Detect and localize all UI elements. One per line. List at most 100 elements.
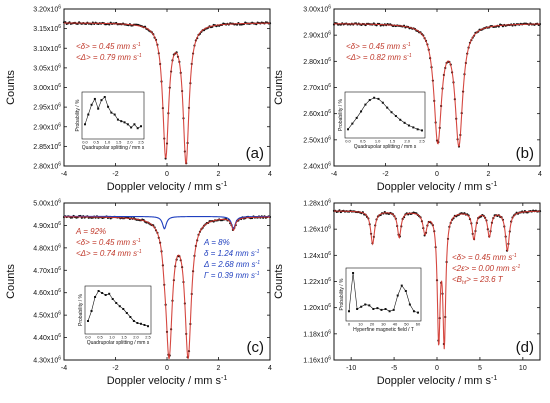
inset-point [97,290,100,292]
inset-point [399,118,402,121]
inset-point [136,322,139,324]
panel-label: (a) [246,145,264,162]
inset-point [355,116,358,119]
inset-point [126,123,129,126]
inset-point [120,120,123,123]
y-tick-label: 2.85x106 [33,142,61,151]
inset-point [412,126,415,129]
inset-point [364,303,367,306]
x-tick-label: 0 [435,171,439,178]
y-tick-label: 3.05x106 [33,63,61,72]
inset-point [100,99,103,102]
y-tick-label: 5.00x106 [33,199,61,208]
inset-frame [81,91,145,140]
inset-point [133,123,136,126]
inset-x-tick-label: 0.5 [360,139,366,144]
inset-point [352,272,355,274]
x-tick-label: -2 [382,171,388,178]
annotation-red: <δ> = 0.45 mm s-1 [346,42,411,51]
inset-x-tick-label: 2.0 [133,335,139,340]
panel-label: (c) [247,339,265,356]
inset-point [118,305,121,308]
y-tick-label: 1.18x106 [303,329,331,338]
inset-x-tick-label: 1.5 [116,140,122,145]
x-tick-label: 10 [519,365,527,372]
y-tick-label: 4.50x106 [33,311,61,320]
inset-x-tick-label: 0.0 [345,139,351,144]
inset-point [380,308,383,311]
inset-point [347,128,349,131]
inset-x-tick-label: 0 [348,322,351,327]
inset-point [116,118,119,121]
panel-a: 2.80x106 2.85x106 2.90x106 2.95x106 3.00x106… [5,5,272,194]
inset-point [104,294,107,296]
inset-point [87,320,89,322]
y-tick-label: 2.90x106 [33,122,61,131]
annotation-red: <δ> = 0.45 mm s-1 [76,238,141,247]
y-tick-label: 4.30x106 [33,356,61,365]
inset-x-tick-label: 30 [381,322,386,327]
panel-c: 4.30x106 4.40x106 4.50x106 4.60x106 4.70x106… [5,199,272,388]
x-tick-label: -5 [391,365,397,372]
annotation-blue: Δ = 2.68 mm s-1 [203,260,260,269]
inset-x-tick-label: 1.0 [109,335,115,340]
inset-point [123,121,126,124]
inset-x-tick-label: 0.0 [82,140,88,145]
x-tick-label: -4 [331,171,337,178]
inset-y-label: Probability / % [75,99,81,132]
annotation-red: <Bhf> = 23.6 T [452,275,504,286]
y-tick-label: 1.28x106 [303,199,331,208]
x-axis-label: Doppler velocity / mm s-1 [377,181,498,193]
inset-point [392,308,395,311]
x-tick-label: -4 [61,171,67,178]
x-tick-label: 0 [165,365,169,372]
inset-point [372,308,375,310]
y-axis-label: Counts [273,264,285,299]
x-tick-label: 0 [435,365,439,372]
inset-x-label: Quadrupolar splitting / mm s [82,145,145,151]
inset-point [412,310,415,313]
inset-point [394,115,397,117]
y-tick-label: 1.24x106 [303,251,331,260]
inset-point [396,294,399,297]
inset-x-tick-label: 0.5 [93,140,99,145]
y-tick-label: 4.60x106 [33,288,61,297]
inset-point [390,111,393,114]
x-tick-label: -2 [112,365,118,372]
annotation-red: <δ> = 0.45 mm s-1 [76,42,141,51]
inset-x-tick-label: 2.0 [127,140,133,145]
x-tick-label: -10 [346,365,356,372]
inset-frame [345,267,422,322]
inset-x-tick-label: 2.5 [145,335,151,340]
inset-x-tick-label: 40 [393,322,398,327]
annotation-blue: A = 8% [203,238,230,247]
panel-label: (b) [516,145,534,162]
y-tick-label: 4.40x106 [33,333,61,342]
annotation-red: <2ε> = 0.00 mm s-1 [452,264,520,273]
inset-point [130,126,133,129]
inset-point [115,302,118,304]
inset-point [351,122,354,125]
inset-x-tick-label: 10 [358,322,363,327]
inset-point [404,290,407,292]
y-tick-label: 1.26x106 [303,225,331,234]
inset-x-label: Hyperfine magnetic field / T [353,327,414,333]
inset-point [373,96,376,99]
x-axis-label: Doppler velocity / mm s-1 [107,375,228,387]
inset-point [348,310,350,313]
inset-x-tick-label: 50 [404,322,409,327]
y-tick-label: 4.90x106 [33,221,61,230]
x-axis-label: Doppler velocity / mm s-1 [377,375,498,387]
panel-label: (d) [516,339,534,356]
inset-point [111,298,114,300]
inset-point [143,324,146,326]
annotation-red: <Δ> = 0.82 mm s-1 [346,53,412,62]
y-tick-label: 2.50x106 [303,135,331,144]
annotation-blue: δ = 1.24 mm s-1 [204,249,260,258]
y-tick-label: 3.00x106 [33,83,61,92]
inset-y-label: Probability / % [338,98,344,131]
inset-point [407,124,410,127]
